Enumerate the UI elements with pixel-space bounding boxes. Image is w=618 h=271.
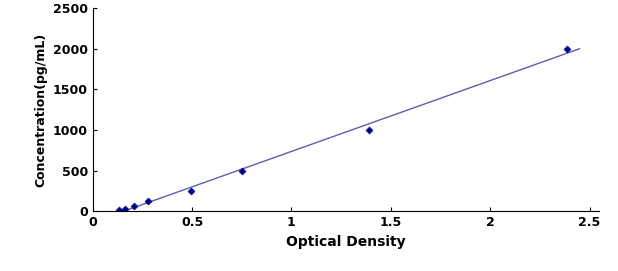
Y-axis label: Concentration(pg/mL): Concentration(pg/mL) — [34, 33, 48, 187]
X-axis label: Optical Density: Optical Density — [286, 235, 406, 249]
